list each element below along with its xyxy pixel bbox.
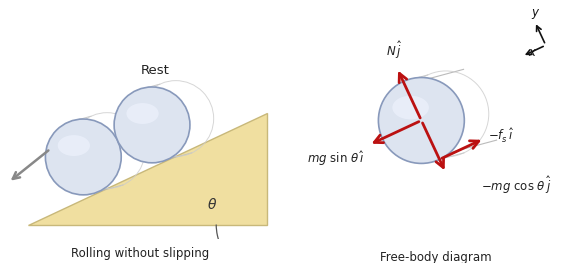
Text: Rolling without slipping: Rolling without slipping (71, 247, 209, 260)
Text: θ: θ (208, 198, 216, 212)
Text: Rest: Rest (140, 64, 169, 77)
Ellipse shape (378, 78, 464, 163)
Ellipse shape (58, 135, 90, 156)
Polygon shape (28, 113, 267, 225)
Text: x: x (528, 46, 535, 59)
Ellipse shape (114, 87, 190, 163)
Ellipse shape (126, 103, 159, 124)
Text: $mg$ sin $\theta\,\hat{\imath}$: $mg$ sin $\theta\,\hat{\imath}$ (307, 149, 364, 168)
Text: Free-body diagram: Free-body diagram (380, 251, 491, 263)
Text: y: y (531, 6, 538, 19)
Text: $N\,\hat{j}$: $N\,\hat{j}$ (386, 39, 402, 61)
Text: $-f_s\,\hat{\imath}$: $-f_s\,\hat{\imath}$ (488, 127, 514, 145)
Text: $-mg$ cos $\theta\,\hat{j}$: $-mg$ cos $\theta\,\hat{j}$ (480, 174, 551, 196)
Ellipse shape (46, 119, 121, 195)
Ellipse shape (393, 96, 429, 119)
